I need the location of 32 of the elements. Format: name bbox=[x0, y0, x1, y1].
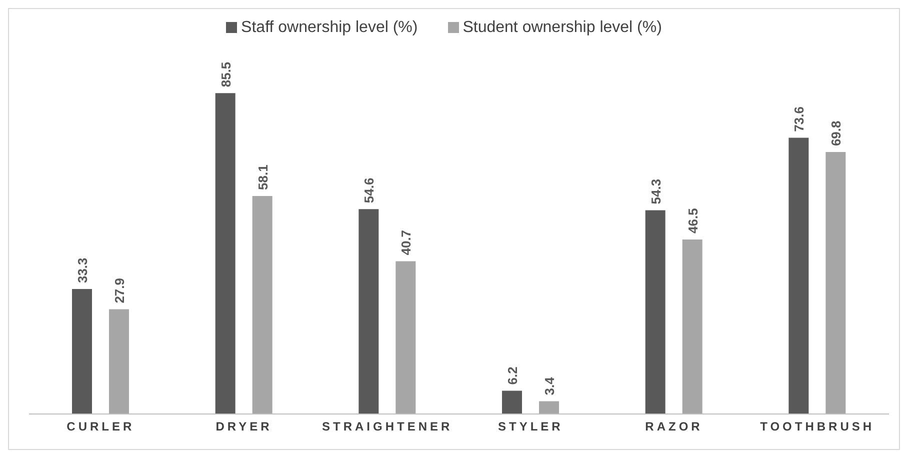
x-tick-label: RAZOR bbox=[645, 420, 703, 434]
data-label: 73.6 bbox=[792, 106, 807, 132]
bar bbox=[826, 152, 846, 414]
x-tick-label: DRYER bbox=[216, 420, 272, 434]
x-tick-label: STYLER bbox=[498, 420, 564, 434]
bar bbox=[72, 289, 92, 414]
data-label: 46.5 bbox=[685, 208, 700, 234]
legend-label: Student ownership level (%) bbox=[462, 19, 662, 36]
bar bbox=[539, 401, 559, 414]
bar bbox=[396, 261, 416, 414]
bar bbox=[358, 209, 379, 414]
bar bbox=[215, 93, 236, 414]
bar bbox=[252, 196, 272, 414]
data-label: 54.6 bbox=[362, 178, 377, 204]
data-label: 54.3 bbox=[648, 178, 664, 204]
data-label: 33.3 bbox=[75, 258, 90, 284]
x-tick-label: CURLER bbox=[66, 420, 135, 434]
data-label: 27.9 bbox=[112, 278, 127, 304]
x-tick-label: STRAIGHTENER bbox=[322, 420, 453, 434]
data-label: 40.7 bbox=[398, 230, 414, 256]
data-label: 3.4 bbox=[542, 376, 557, 396]
data-label: 58.1 bbox=[255, 164, 270, 190]
legend-label: Staff ownership level (%) bbox=[241, 19, 418, 36]
data-label: 69.8 bbox=[828, 120, 844, 146]
bar bbox=[645, 210, 666, 414]
bar bbox=[682, 239, 702, 414]
bar bbox=[109, 309, 129, 414]
bar bbox=[788, 138, 809, 414]
data-label: 6.2 bbox=[505, 366, 520, 385]
bar bbox=[502, 390, 522, 414]
data-label: 85.5 bbox=[218, 62, 234, 88]
x-tick-label: TOOTHBRUSH bbox=[760, 420, 875, 434]
